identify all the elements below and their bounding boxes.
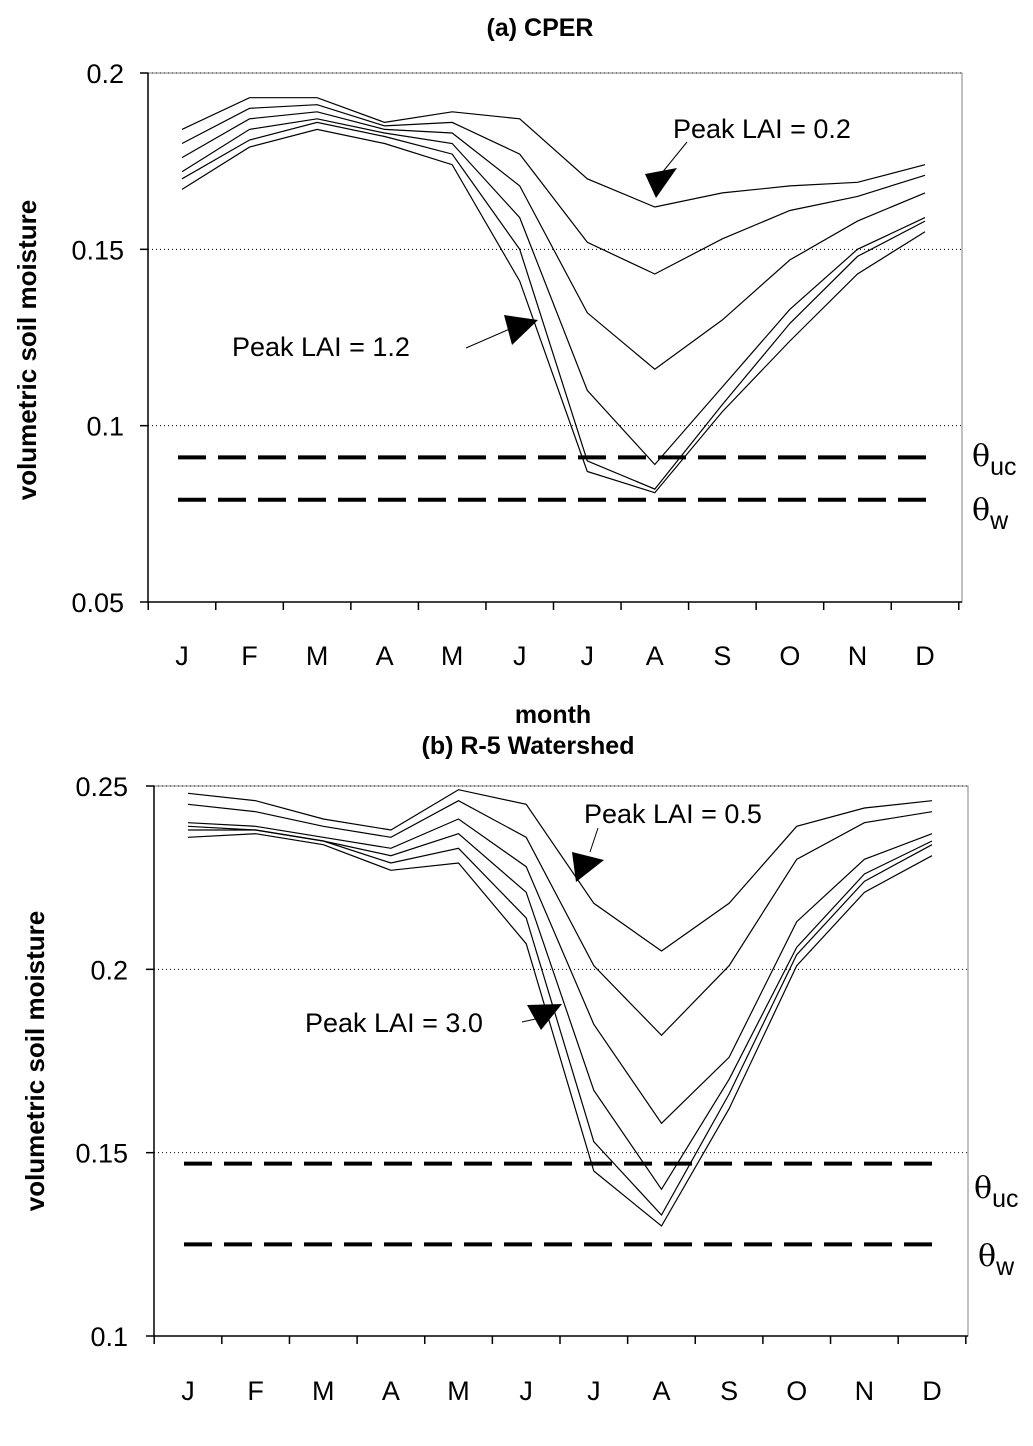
plot-area: 0.1 0.15 0.2 0.25 J F M A M J J A S O N D xyxy=(75,772,969,1406)
x-tick-label: A xyxy=(382,1376,400,1406)
y-tick-label: 0.2 xyxy=(90,955,128,985)
x-tick-label: A xyxy=(646,641,664,671)
annotation-peak-lai-low: Peak LAI = 0.5 xyxy=(584,799,762,829)
x-tick-label: S xyxy=(713,641,731,671)
y-tick-label: 0.25 xyxy=(75,772,128,802)
series-line-1 xyxy=(187,789,933,952)
x-tick-label: J xyxy=(175,641,189,671)
x-tick-label: O xyxy=(779,641,800,671)
x-tick-label: J xyxy=(581,641,595,671)
x-tick-label: J xyxy=(181,1376,195,1406)
y-axis-label: volumetric soil moisture xyxy=(20,911,50,1212)
annotation-leader-high xyxy=(465,327,513,349)
y-tick-label: 0.1 xyxy=(86,412,124,442)
x-tick-label: J xyxy=(513,641,527,671)
series-line-2 xyxy=(181,104,926,275)
x-tick-label: J xyxy=(587,1376,601,1406)
x-tick-label: M xyxy=(306,641,329,671)
series-line-1 xyxy=(181,97,926,208)
threshold-labels: θuc θw xyxy=(972,439,1016,535)
plot-area: 0.05 0.1 0.15 0.2 J F M A M J J A S O N D xyxy=(71,59,963,671)
x-tick-label: A xyxy=(376,641,394,671)
chart-title: (b) R-5 Watershed xyxy=(422,732,635,760)
annotation-leader-low xyxy=(660,141,688,175)
annotation-peak-lai-high: Peak LAI = 3.0 xyxy=(305,1008,483,1038)
x-tick-label: S xyxy=(720,1376,738,1406)
chart-panel-a: 0.05 0.1 0.15 0.2 J F M A M J J A S O N D (a) CPER volu… xyxy=(12,14,1016,729)
x-tick-label: N xyxy=(848,641,868,671)
threshold-label-uc: θuc xyxy=(974,1171,1018,1213)
x-tick-label: M xyxy=(312,1376,335,1406)
annotation-peak-lai-low: Peak LAI = 0.2 xyxy=(673,114,851,144)
x-tick-label: M xyxy=(447,1376,470,1406)
x-tick-label: D xyxy=(915,641,935,671)
y-axis-label: volumetric soil moisture xyxy=(12,200,42,501)
series-line-5 xyxy=(188,829,933,1217)
y-tick-label: 0.05 xyxy=(71,588,124,618)
x-axis-label: month xyxy=(515,701,591,729)
x-tick-label: D xyxy=(922,1376,942,1406)
series-line-2 xyxy=(187,800,933,1037)
threshold-labels: θuc θw xyxy=(974,1171,1018,1281)
annotation-arrow-high xyxy=(504,315,538,345)
y-tick-label: 0.2 xyxy=(86,59,124,89)
series-line-3 xyxy=(181,111,926,370)
series-line-6 xyxy=(187,833,933,1227)
series-line-3 xyxy=(187,818,933,1125)
threshold-label-w: θw xyxy=(978,1239,1015,1281)
series-line-5 xyxy=(181,121,926,490)
series-line-4 xyxy=(181,118,926,466)
y-tick-label: 0.1 xyxy=(90,1322,128,1352)
x-tick-label: M xyxy=(441,641,464,671)
x-tick-label: N xyxy=(855,1376,875,1406)
threshold-label-uc: θuc xyxy=(972,439,1016,481)
chart-title: (a) CPER xyxy=(487,14,594,42)
x-tick-label: F xyxy=(241,641,258,671)
series-line-6 xyxy=(181,128,926,494)
threshold-label-w: θw xyxy=(972,493,1009,535)
annotation-arrow-high xyxy=(527,1004,562,1030)
y-tick-label: 0.15 xyxy=(75,1139,128,1169)
y-tick-label: 0.15 xyxy=(71,235,124,265)
x-tick-label: J xyxy=(519,1376,533,1406)
annotation-leader-low xyxy=(589,827,599,853)
chart-panel-b: 0.1 0.15 0.2 0.25 J F M A M J J A S O N D (b) R-5 Water… xyxy=(20,732,1018,1406)
annotation-arrow-low xyxy=(645,168,677,198)
annotation-peak-lai-high: Peak LAI = 1.2 xyxy=(232,332,410,362)
x-tick-label: O xyxy=(786,1376,807,1406)
x-tick-label: F xyxy=(247,1376,264,1406)
x-tick-label: A xyxy=(652,1376,670,1406)
series-line-4 xyxy=(187,825,933,1191)
annotation-arrow-low xyxy=(572,852,604,882)
